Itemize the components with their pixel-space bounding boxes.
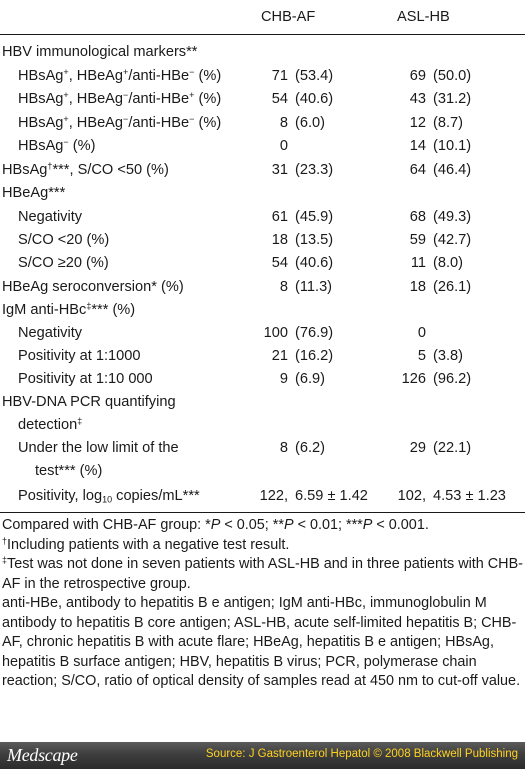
cell-chb-af-percent: (53.4) xyxy=(295,67,333,85)
cell-chb-af-percent: (40.6) xyxy=(295,90,333,108)
footnotes: Compared with CHB-AF group: *P < 0.05; *… xyxy=(2,516,523,692)
cell-chb-af-count: 61 xyxy=(272,208,288,226)
cell-chb-af-count: 8 xyxy=(280,439,288,457)
cell-asl-hb-percent: (3.8) xyxy=(433,347,463,365)
cell-chb-af-percent: (16.2) xyxy=(295,347,333,365)
cell-chb-af-count: 54 xyxy=(272,90,288,108)
cell-asl-hb-percent: (46.4) xyxy=(433,161,471,179)
source-citation: Source: J Gastroenterol Hepatol © 2008 B… xyxy=(206,748,518,760)
cell-chb-af-count: 100 xyxy=(264,324,288,342)
cell-asl-hb-count: 43 xyxy=(410,90,426,108)
footnote-dagger: †Including patients with a negative test… xyxy=(2,536,523,556)
row-label: detection‡ xyxy=(18,416,82,434)
cell-asl-hb-percent: (8.7) xyxy=(433,114,463,132)
medscape-logo: Medscape xyxy=(7,745,78,766)
cell-chb-af-percent: (6.2) xyxy=(295,439,325,457)
row-label: Positivity, log10 copies/mL*** xyxy=(18,487,200,505)
row-label: HBV immunological markers** xyxy=(2,43,197,61)
cell-chb-af-count: 21 xyxy=(272,347,288,365)
cell-chb-af-percent: (23.3) xyxy=(295,161,333,179)
cell-chb-af-count: 8 xyxy=(280,114,288,132)
cell-asl-hb-count: 29 xyxy=(410,439,426,457)
table-document: CHB-AF ASL-HB HBV immunological markers*… xyxy=(0,0,525,742)
cell-asl-hb-percent: (10.1) xyxy=(433,137,471,155)
cell-chb-af-percent: (40.6) xyxy=(295,254,333,272)
footer-bar: Medscape Source: J Gastroenterol Hepatol… xyxy=(0,742,525,769)
row-label: IgM anti-HBc‡*** (%) xyxy=(2,301,135,319)
cell-asl-hb-count: 102, xyxy=(398,487,426,505)
row-label: HBsAg+, HBeAg+/anti-HBe− (%) xyxy=(18,67,221,85)
row-label: S/CO <20 (%) xyxy=(18,231,109,249)
row-label: Positivity at 1:1000 xyxy=(18,347,141,365)
footnote-significance: Compared with CHB-AF group: *P < 0.05; *… xyxy=(2,516,523,536)
cell-chb-af-count: 0 xyxy=(280,137,288,155)
cell-chb-af-percent: 6.59 ± 1.42 xyxy=(295,487,368,505)
cell-asl-hb-count: 5 xyxy=(418,347,426,365)
cell-chb-af-percent: (6.9) xyxy=(295,370,325,388)
cell-asl-hb-count: 11 xyxy=(411,254,426,272)
cell-asl-hb-count: 68 xyxy=(410,208,426,226)
row-label: HBeAg*** xyxy=(2,184,65,202)
cell-asl-hb-count: 12 xyxy=(410,114,426,132)
row-label: HBeAg seroconversion* (%) xyxy=(2,278,184,296)
cell-asl-hb-count: 0 xyxy=(418,324,426,342)
cell-chb-af-percent: (6.0) xyxy=(295,114,325,132)
cell-chb-af-percent: (76.9) xyxy=(295,324,333,342)
row-label: Under the low limit of the xyxy=(18,439,179,457)
cell-asl-hb-count: 64 xyxy=(410,161,426,179)
cell-chb-af-percent: (11.3) xyxy=(295,278,332,296)
cell-asl-hb-count: 18 xyxy=(410,278,426,296)
cell-chb-af-count: 9 xyxy=(280,370,288,388)
row-label: test*** (%) xyxy=(35,462,102,480)
cell-asl-hb-percent: (22.1) xyxy=(433,439,471,457)
cell-chb-af-count: 18 xyxy=(272,231,288,249)
cell-chb-af-percent: (45.9) xyxy=(295,208,333,226)
cell-asl-hb-percent: (50.0) xyxy=(433,67,471,85)
header-rule xyxy=(0,34,525,35)
column-header-asl-hb: ASL-HB xyxy=(397,9,450,25)
cell-chb-af-count: 8 xyxy=(280,278,288,296)
row-label: Negativity xyxy=(18,208,82,226)
cell-asl-hb-percent: 4.53 ± 1.23 xyxy=(433,487,506,505)
cell-chb-af-count: 31 xyxy=(272,161,288,179)
row-label: S/CO ≥20 (%) xyxy=(18,254,109,272)
column-header-chb-af: CHB-AF xyxy=(261,9,315,25)
cell-asl-hb-percent: (31.2) xyxy=(433,90,471,108)
cell-asl-hb-percent: (26.1) xyxy=(433,278,471,296)
cell-asl-hb-count: 59 xyxy=(410,231,426,249)
cell-chb-af-count: 54 xyxy=(272,254,288,272)
cell-chb-af-percent: (13.5) xyxy=(295,231,333,249)
table-bottom-rule xyxy=(0,512,525,513)
footnote-abbreviations: anti-HBe, antibody to hepatitis B e anti… xyxy=(2,594,523,692)
cell-asl-hb-count: 14 xyxy=(410,137,426,155)
row-label: HBsAg†***, S/CO <50 (%) xyxy=(2,161,169,179)
row-label: Positivity at 1:10 000 xyxy=(18,370,153,388)
cell-asl-hb-percent: (8.0) xyxy=(433,254,463,272)
row-label: HBsAg+, HBeAg−/anti-HBe− (%) xyxy=(18,114,221,132)
footnote-double-dagger: ‡Test was not done in seven patients wit… xyxy=(2,555,523,594)
cell-asl-hb-percent: (96.2) xyxy=(433,370,471,388)
cell-asl-hb-count: 69 xyxy=(410,67,426,85)
row-label: HBsAg− (%) xyxy=(18,137,95,155)
row-label: HBV-DNA PCR quantifying xyxy=(2,393,176,411)
cell-asl-hb-percent: (42.7) xyxy=(433,231,471,249)
cell-chb-af-count: 71 xyxy=(272,67,288,85)
row-label: Negativity xyxy=(18,324,82,342)
cell-chb-af-count: 122, xyxy=(260,487,288,505)
row-label: HBsAg+, HBeAg−/anti-HBe+ (%) xyxy=(18,90,221,108)
cell-asl-hb-percent: (49.3) xyxy=(433,208,471,226)
cell-asl-hb-count: 126 xyxy=(402,370,426,388)
